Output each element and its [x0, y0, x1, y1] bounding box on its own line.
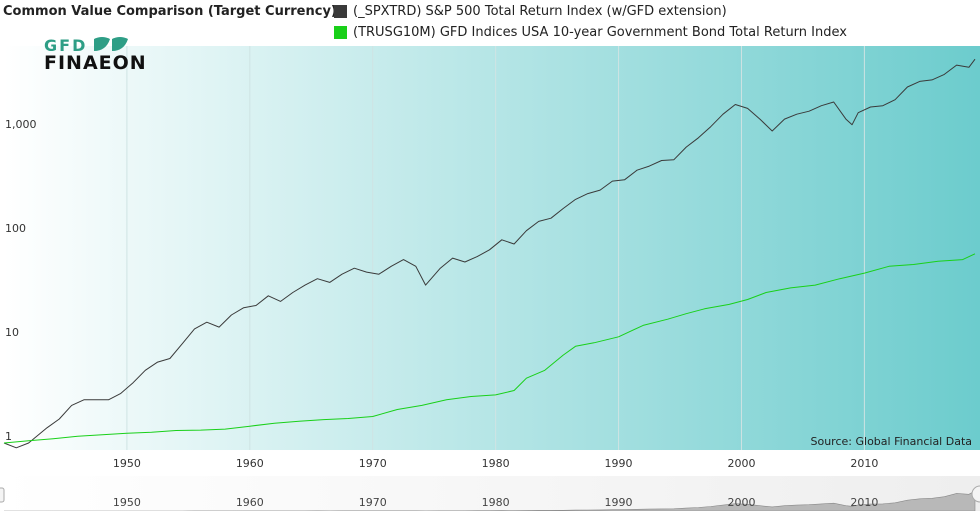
source-note: Source: Global Financial Data	[811, 435, 973, 448]
y-tick-10: 10	[5, 326, 19, 339]
navigator-right-handle[interactable]	[971, 485, 980, 503]
legend-item-bond[interactable]: (TRUSG10M) GFD Indices USA 10-year Gover…	[334, 25, 847, 40]
legend-label-bond: (TRUSG10M) GFD Indices USA 10-year Gover…	[353, 25, 847, 40]
y-tick-1: 1	[5, 430, 12, 443]
x-tick-1990: 1990	[605, 457, 633, 470]
navigator-tick-2000: 2000	[727, 496, 755, 509]
legend-swatch-sp500	[334, 5, 347, 18]
legend-item-sp500[interactable]: (_SPXTRD) S&P 500 Total Return Index (w/…	[334, 4, 727, 19]
range-navigator[interactable]: 1950 1960 1970 1980 1990 2000 2010	[0, 476, 980, 511]
x-tick-1950: 1950	[113, 457, 141, 470]
svg-text:GFD: GFD	[44, 36, 87, 55]
gfd-finaeon-logo: GFD FINAEON	[44, 36, 184, 74]
y-tick-1000: 1,000	[5, 118, 37, 131]
navigator-axis-labels: 1950 1960 1970 1980 1990 2000 2010	[113, 496, 878, 509]
bond-line	[3, 253, 976, 444]
navigator-left-handle[interactable]	[0, 487, 5, 503]
y-axis-labels: 1 10 100 1,000	[5, 118, 37, 443]
series-lines	[3, 58, 976, 449]
chart-title: Common Value Comparison (Target Currency…	[3, 4, 337, 19]
navigator-tick-1990: 1990	[605, 496, 633, 509]
chart-area: 1 10 100 1,000 1950 1960 1970 1980 1990 2000 2010…	[0, 46, 980, 511]
navigator-tick-1960: 1960	[236, 496, 264, 509]
logo-mark: GFD FINAEON	[44, 36, 147, 74]
x-tick-1980: 1980	[482, 457, 510, 470]
x-tick-1970: 1970	[359, 457, 387, 470]
x-axis-labels: 1950 1960 1970 1980 1990 2000 2010	[113, 457, 878, 470]
legend-label-sp500: (_SPXTRD) S&P 500 Total Return Index (w/…	[353, 4, 727, 19]
x-tick-2010: 2010	[850, 457, 878, 470]
navigator-tick-1980: 1980	[482, 496, 510, 509]
navigator-tick-1970: 1970	[359, 496, 387, 509]
x-tick-1960: 1960	[236, 457, 264, 470]
vertical-gridlines	[126, 46, 865, 450]
svg-text:FINAEON: FINAEON	[44, 52, 147, 72]
y-tick-100: 100	[5, 222, 26, 235]
navigator-tick-2010: 2010	[850, 496, 878, 509]
navigator-tick-1950: 1950	[113, 496, 141, 509]
legend-swatch-bond	[334, 26, 347, 39]
sp500-line	[3, 58, 976, 449]
x-tick-2000: 2000	[727, 457, 755, 470]
chart-header: Common Value Comparison (Target Currency…	[0, 0, 980, 46]
